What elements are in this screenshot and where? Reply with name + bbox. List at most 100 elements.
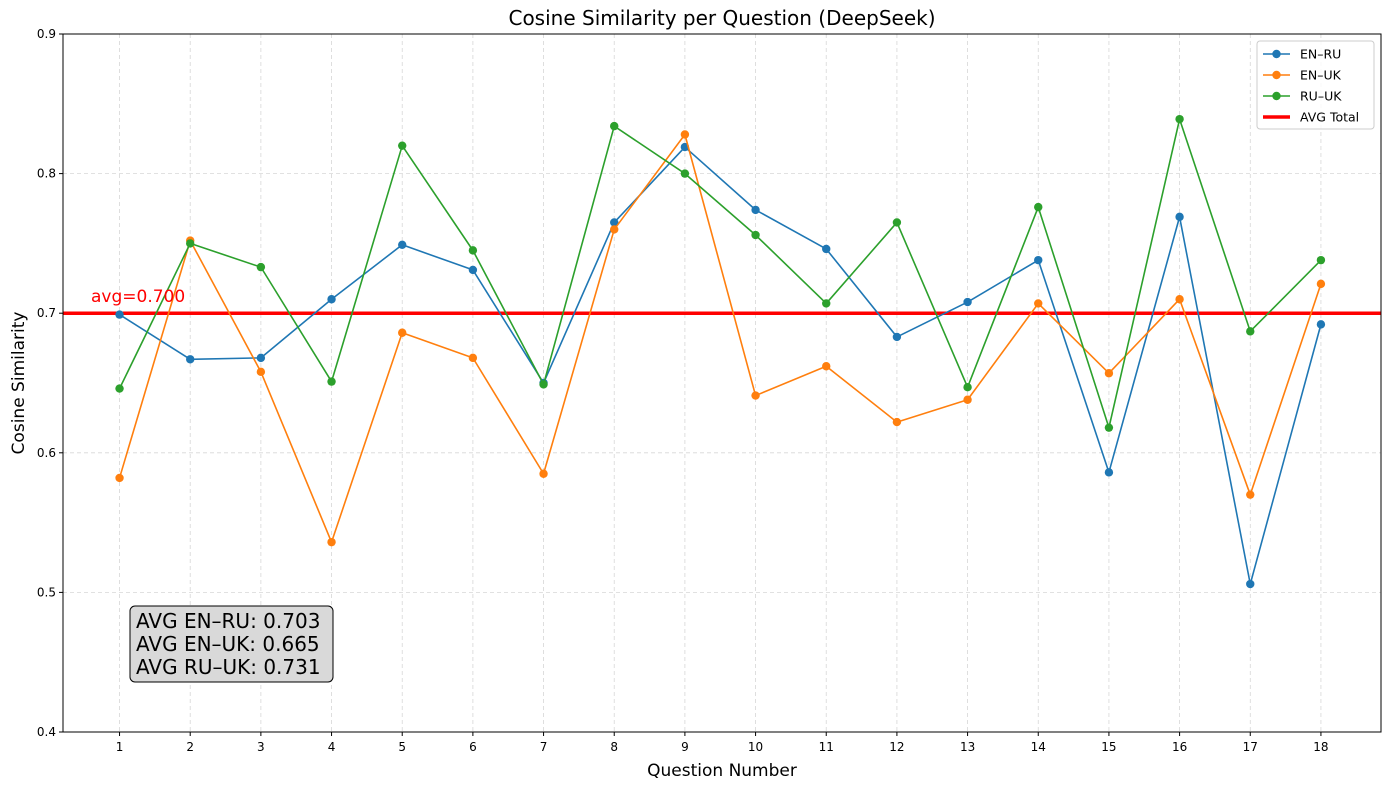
y-tick-label: 0.5 xyxy=(37,585,56,599)
series-line xyxy=(118,133,1322,543)
data-point xyxy=(115,310,124,319)
data-point xyxy=(327,537,336,547)
plot-frame xyxy=(62,33,1382,733)
data-point xyxy=(115,473,124,483)
stats-avg-en-ru: AVG EN–RU: 0.703 xyxy=(136,609,320,633)
x-tick-label: 12 xyxy=(889,740,904,754)
data-point xyxy=(1104,369,1114,378)
data-point xyxy=(680,130,690,139)
chart-title: Cosine Similarity per Question (DeepSeek… xyxy=(508,6,935,30)
data-point xyxy=(468,246,478,255)
x-tick-label: 16 xyxy=(1172,740,1187,754)
data-point xyxy=(115,384,124,393)
x-tick-label: 4 xyxy=(328,740,336,754)
data-point xyxy=(1175,212,1184,222)
x-tick-label: 9 xyxy=(681,740,689,754)
data-point xyxy=(822,244,831,254)
legend-swatch-marker xyxy=(1272,70,1281,80)
x-tick-label: 7 xyxy=(540,740,548,754)
data-point xyxy=(327,377,336,386)
legend-swatch-marker xyxy=(1272,91,1281,101)
avg-reference-label: avg=0.700 xyxy=(91,287,185,307)
data-point xyxy=(963,395,972,404)
data-point xyxy=(256,367,266,377)
data-point xyxy=(1175,114,1184,124)
data-point xyxy=(892,218,902,227)
data-point xyxy=(468,353,478,363)
data-point xyxy=(1246,327,1255,336)
data-point xyxy=(610,218,619,227)
x-tick-label: 17 xyxy=(1243,740,1258,754)
stats-box: AVG EN–RU: 0.703 AVG EN–UK: 0.665 AVG RU… xyxy=(129,605,334,683)
data-point xyxy=(751,391,760,400)
data-point xyxy=(892,417,902,427)
data-point xyxy=(398,328,407,337)
data-point xyxy=(1316,255,1326,265)
data-point xyxy=(1316,279,1326,289)
legend-label: AVG Total xyxy=(1300,110,1359,125)
data-point xyxy=(751,205,760,215)
data-point xyxy=(1246,579,1255,589)
y-tick-label: 0.7 xyxy=(37,306,56,320)
data-point xyxy=(256,262,266,272)
y-tick-label: 0.4 xyxy=(37,725,56,739)
data-point xyxy=(1316,320,1326,329)
series-group xyxy=(115,142,1326,589)
x-tick-label: 6 xyxy=(469,740,477,754)
stats-avg-ru-uk: AVG RU–UK: 0.731 xyxy=(136,655,321,679)
data-point xyxy=(398,141,407,150)
legend-swatch-marker xyxy=(1272,49,1281,59)
data-point xyxy=(963,297,972,307)
data-point xyxy=(398,240,407,249)
series-layer xyxy=(115,114,1326,589)
y-tick-label: 0.9 xyxy=(37,27,56,41)
x-tick-label: 15 xyxy=(1101,740,1116,754)
data-point xyxy=(610,225,619,234)
axis-layer: 1 2 3 4 5 6 7 8 9 10 11 12 13 14 15 16 17 180.40.50.60.70… xyxy=(37,27,1329,754)
series-line xyxy=(119,146,1322,585)
x-tick-label: 13 xyxy=(960,740,975,754)
data-point xyxy=(1034,202,1043,212)
y-tick-label: 0.6 xyxy=(37,446,56,460)
data-point xyxy=(610,121,619,131)
series-group xyxy=(115,114,1326,432)
data-point xyxy=(680,169,690,178)
x-tick-label: 3 xyxy=(257,740,265,754)
x-tick-label: 14 xyxy=(1031,740,1046,754)
data-point xyxy=(751,230,760,240)
data-point xyxy=(327,295,336,304)
data-point xyxy=(539,380,548,389)
data-point xyxy=(468,265,478,275)
x-tick-label: 8 xyxy=(610,740,618,754)
legend-label: RU–UK xyxy=(1300,89,1342,104)
x-tick-label: 18 xyxy=(1313,740,1328,754)
stats-box-background xyxy=(129,605,334,683)
data-point xyxy=(1246,490,1255,499)
data-point xyxy=(1034,255,1043,265)
data-point xyxy=(186,355,195,364)
legend-label: EN–UK xyxy=(1300,68,1342,83)
legend: EN–RU EN–UK RU–UK AVG Total xyxy=(1256,40,1375,130)
legend-label: EN–RU xyxy=(1300,47,1341,62)
data-point xyxy=(822,362,831,371)
y-tick-label: 0.8 xyxy=(37,167,56,181)
series-group xyxy=(115,130,1326,547)
data-point xyxy=(892,332,902,342)
data-point xyxy=(539,469,548,478)
data-point xyxy=(256,353,266,363)
x-tick-label: 1 xyxy=(116,740,124,754)
x-axis-title: Question Number xyxy=(647,761,797,781)
series-line xyxy=(118,118,1322,429)
y-axis-title: Cosine Similarity xyxy=(9,312,29,455)
data-point xyxy=(822,299,831,308)
data-point xyxy=(1034,299,1043,308)
legend-box xyxy=(1256,40,1375,130)
x-tick-label: 11 xyxy=(819,740,834,754)
stats-avg-en-uk: AVG EN–UK: 0.665 xyxy=(136,632,320,656)
data-point xyxy=(1104,468,1114,477)
data-point xyxy=(963,382,972,392)
x-tick-label: 2 xyxy=(186,740,194,754)
data-point xyxy=(1104,423,1114,432)
